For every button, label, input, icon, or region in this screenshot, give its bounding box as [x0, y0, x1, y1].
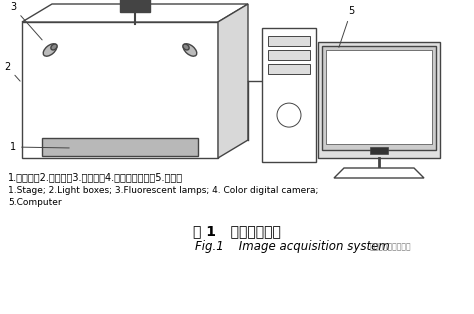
Bar — [262, 28, 316, 162]
Bar — [268, 64, 310, 74]
Text: 1: 1 — [10, 142, 69, 152]
Bar — [370, 147, 388, 154]
Ellipse shape — [183, 44, 189, 50]
Text: 4: 4 — [0, 313, 1, 314]
Text: 3: 3 — [10, 2, 42, 40]
Text: 5.Computer: 5.Computer — [8, 198, 62, 207]
Bar — [268, 36, 310, 46]
Text: 图 1   图像采集系统: 图 1 图像采集系统 — [193, 224, 281, 238]
Circle shape — [277, 103, 301, 127]
Ellipse shape — [43, 44, 57, 56]
Polygon shape — [22, 4, 248, 22]
Bar — [42, 138, 198, 156]
Text: Fig.1    Image acquisition system: Fig.1 Image acquisition system — [195, 240, 390, 253]
Text: 1.Stage; 2.Light boxes; 3.Fluorescent lamps; 4. Color digital camera;: 1.Stage; 2.Light boxes; 3.Fluorescent la… — [8, 186, 319, 195]
Bar — [22, 22, 218, 158]
Text: 中国农业信息化研究: 中国农业信息化研究 — [370, 242, 411, 251]
Text: 1.载物台；2.光照箱；3.荧光灯；4.彩色数码相机；5.计算机: 1.载物台；2.光照箱；3.荧光灯；4.彩色数码相机；5.计算机 — [8, 172, 183, 182]
Polygon shape — [334, 168, 424, 178]
Bar — [322, 46, 436, 150]
Bar — [326, 50, 432, 144]
Bar — [318, 42, 440, 158]
Text: 2: 2 — [4, 62, 20, 81]
Bar — [120, 0, 150, 12]
Ellipse shape — [183, 44, 197, 56]
Bar — [268, 50, 310, 60]
Text: 5: 5 — [339, 6, 354, 47]
Polygon shape — [218, 4, 248, 158]
Ellipse shape — [51, 44, 57, 50]
